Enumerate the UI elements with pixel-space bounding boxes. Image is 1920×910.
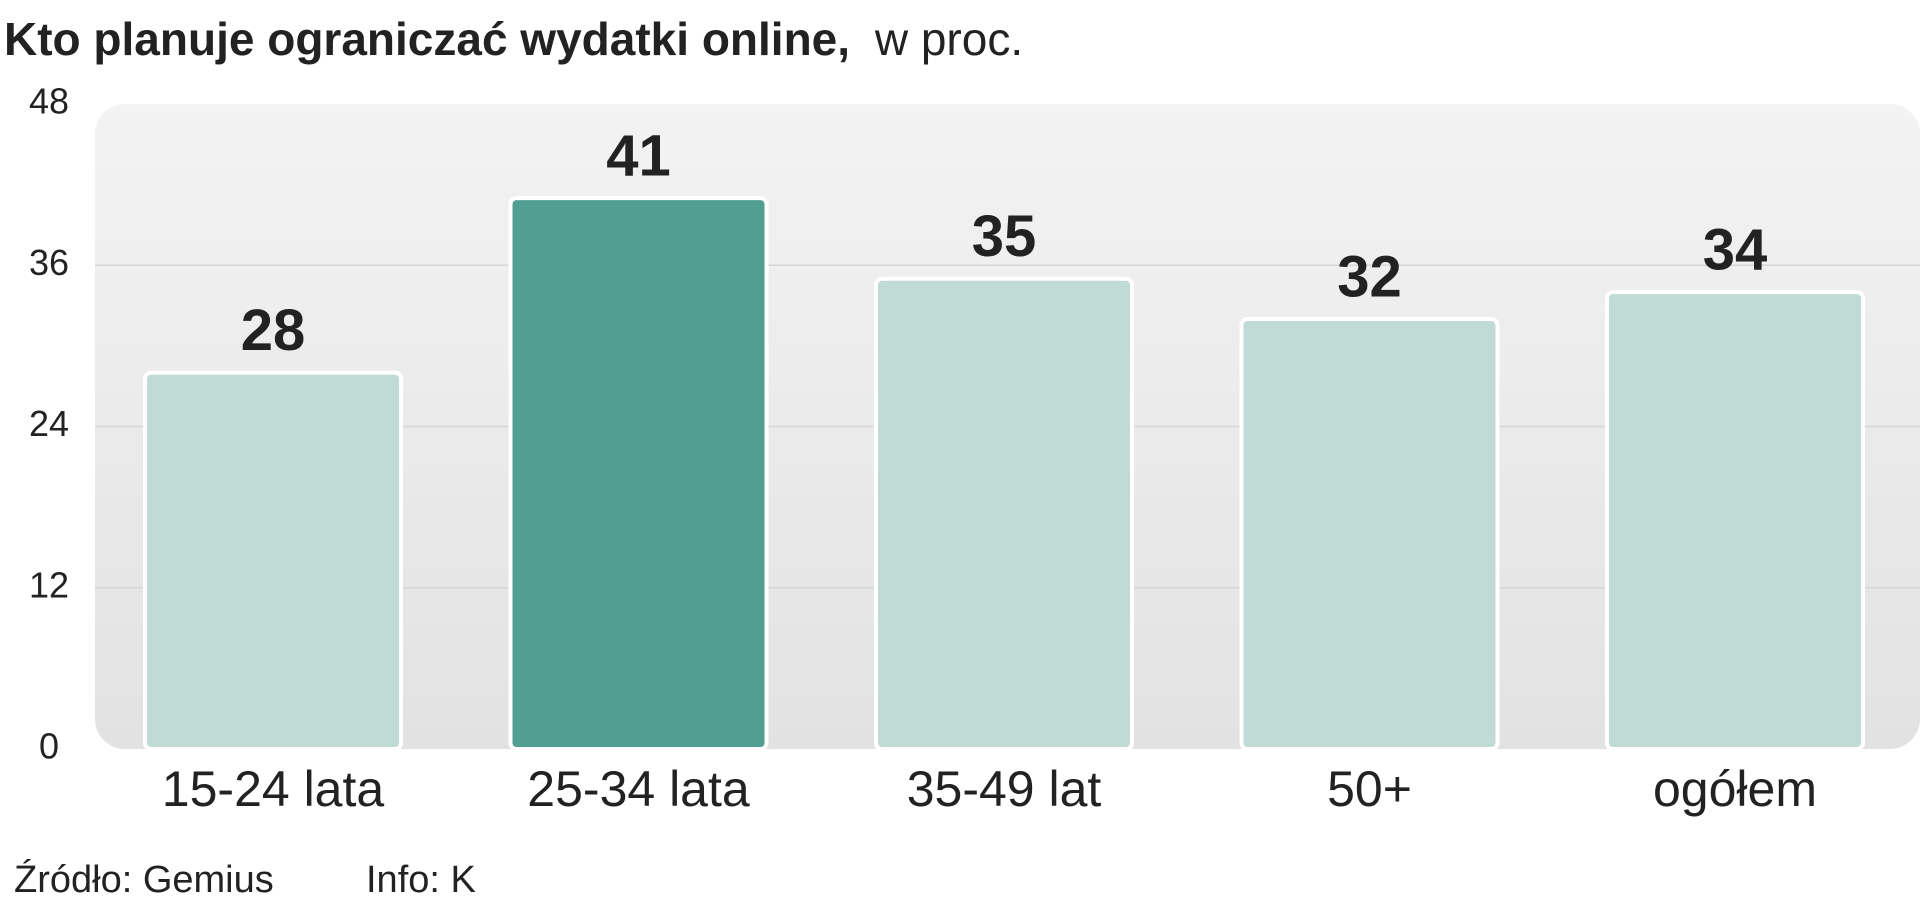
x-tick-label: ogółem <box>1653 761 1817 817</box>
y-tick-label: 48 <box>29 81 69 122</box>
source: Źródło: Gemius <box>14 858 274 901</box>
x-tick-label: 25-34 lata <box>527 761 750 817</box>
bar <box>508 196 769 751</box>
chart-title-group: Kto planuje ograniczać wydatki online, w… <box>4 13 1023 65</box>
x-tick-label: 50+ <box>1327 761 1412 817</box>
value-label: 32 <box>1337 244 1402 309</box>
chart-subtitle: w proc. <box>874 13 1023 65</box>
x-tick-label: 35-49 lat <box>907 761 1102 817</box>
y-tick-label: 36 <box>29 242 69 283</box>
value-label: 28 <box>241 298 306 363</box>
value-label: 34 <box>1703 217 1768 282</box>
y-tick-label: 24 <box>29 403 69 444</box>
credit: Info: K <box>366 859 476 901</box>
y-tick-label: 12 <box>29 564 69 605</box>
bar <box>874 276 1134 751</box>
bar <box>143 370 403 751</box>
x-tick-label: 15-24 lata <box>162 761 385 817</box>
value-label: 41 <box>606 123 671 188</box>
bar <box>1239 317 1500 751</box>
y-tick-label: 0 <box>39 726 59 767</box>
chart-title: Kto planuje ograniczać wydatki online, <box>4 13 850 65</box>
bar <box>1605 290 1865 751</box>
value-label: 35 <box>972 204 1037 269</box>
